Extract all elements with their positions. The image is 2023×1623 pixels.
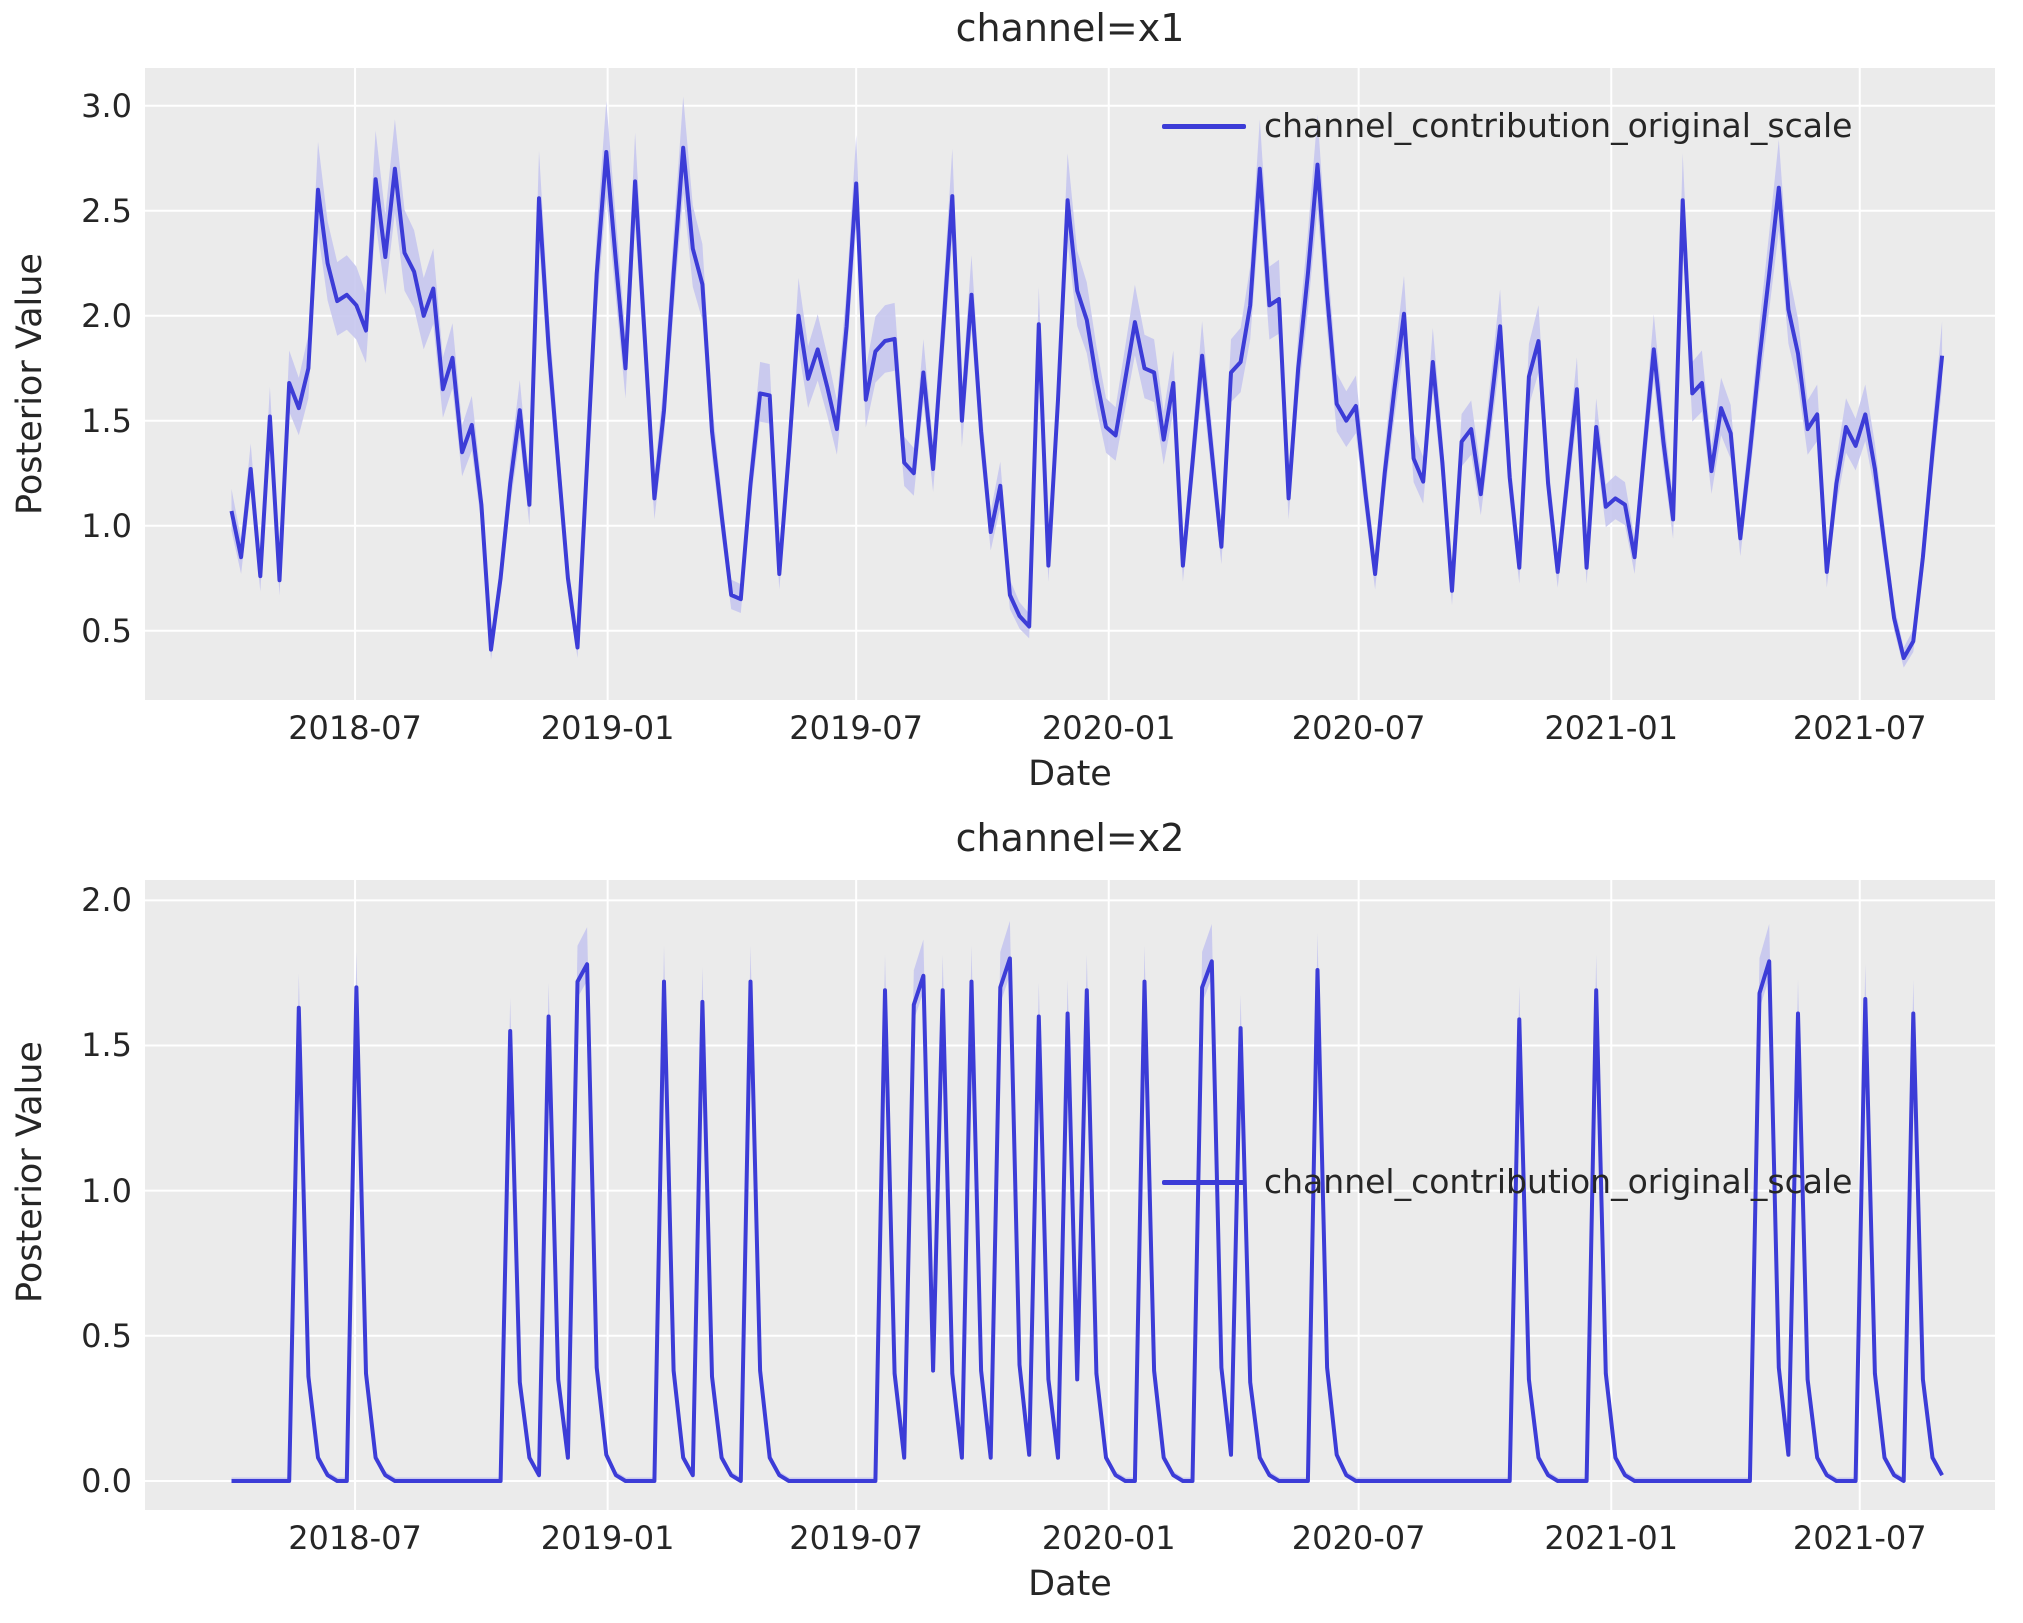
- legend-line-swatch: [1162, 123, 1246, 129]
- x-tick-label: 2021-07: [1792, 709, 1927, 747]
- plot-area: [145, 68, 1995, 700]
- y-tick-label: 0.5: [81, 1316, 132, 1355]
- x-tick-label: 2018-07: [288, 709, 422, 747]
- x-tick-label: 2020-01: [1041, 709, 1176, 747]
- x-tick-label: 2019-01: [540, 1519, 675, 1557]
- y-tick-label: 2.0: [81, 881, 132, 920]
- x-tick-label: 2020-07: [1291, 1519, 1426, 1557]
- legend-label: channel_contribution_original_scale: [1264, 1162, 1853, 1201]
- x-axis-label: Date: [1028, 1564, 1112, 1604]
- y-tick-label: 1.0: [81, 1171, 132, 1210]
- chart-title: channel=x1: [955, 6, 1185, 50]
- x-tick-label: 2019-07: [789, 709, 923, 747]
- x-tick-label: 2020-01: [1041, 1519, 1176, 1557]
- y-axis-label: Posterior Value: [10, 253, 50, 515]
- y-tick-label: 3.0: [81, 86, 132, 125]
- x-tick-label: 2019-07: [789, 1519, 923, 1557]
- legend-line-swatch: [1162, 1179, 1246, 1185]
- x-tick-label: 2021-07: [1792, 1519, 1927, 1557]
- x-tick-label: 2021-01: [1544, 1519, 1679, 1557]
- legend: channel_contribution_original_scale: [1162, 1160, 1852, 1204]
- x-tick-label: 2019-01: [540, 709, 675, 747]
- y-tick-label: 2.0: [81, 296, 132, 335]
- x-axis-label: Date: [1028, 754, 1112, 794]
- legend-label: channel_contribution_original_scale: [1264, 106, 1853, 145]
- y-tick-label: 2.5: [81, 191, 132, 230]
- x-tick-label: 2018-07: [288, 1519, 422, 1557]
- y-tick-label: 0.5: [81, 611, 132, 650]
- chart-title: channel=x2: [955, 816, 1185, 860]
- y-axis-label: Posterior Value: [10, 1041, 50, 1303]
- legend: channel_contribution_original_scale: [1162, 104, 1852, 148]
- y-tick-label: 1.5: [81, 401, 132, 440]
- y-tick-label: 1.5: [81, 1026, 132, 1065]
- x-tick-label: 2021-01: [1544, 709, 1679, 747]
- x-tick-label: 2020-07: [1291, 709, 1426, 747]
- plot-area: [145, 880, 1995, 1510]
- y-tick-label: 1.0: [81, 506, 132, 545]
- y-tick-label: 0.0: [81, 1461, 132, 1500]
